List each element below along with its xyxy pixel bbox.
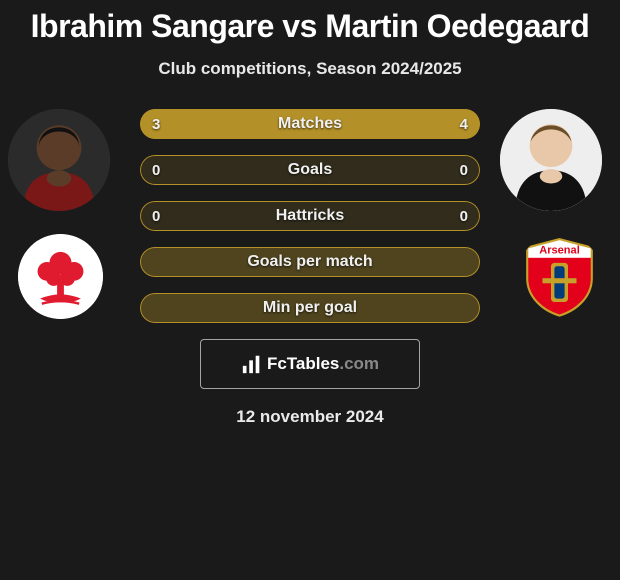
site-logo-suffix: .com <box>339 354 379 373</box>
stat-row: Goals per match <box>140 247 480 277</box>
comparison-date: 12 november 2024 <box>0 407 620 427</box>
stat-label: Hattricks <box>140 201 480 231</box>
stat-label: Goals <box>140 155 480 185</box>
club-right-badge: Arsenal <box>517 234 602 319</box>
stat-row: 00Goals <box>140 155 480 185</box>
stat-bars: 34Matches 00Goals 00Hattricks Goals per mat… <box>140 109 480 339</box>
bar-chart-icon <box>241 353 263 375</box>
stat-row: Min per goal <box>140 293 480 323</box>
person-icon <box>8 109 110 211</box>
comparison-subtitle: Club competitions, Season 2024/2025 <box>0 59 620 79</box>
site-logo-name: FcTables <box>267 354 339 373</box>
arsenal-icon: Arsenal <box>517 234 602 319</box>
svg-text:Arsenal: Arsenal <box>539 245 580 257</box>
player-right-avatar <box>500 109 602 211</box>
site-logo-text: FcTables.com <box>267 354 379 374</box>
nottingham-forest-icon <box>18 234 103 319</box>
site-logo-box: FcTables.com <box>200 339 420 389</box>
stat-label: Goals per match <box>140 247 480 277</box>
stat-label: Matches <box>140 109 480 139</box>
stat-row: 34Matches <box>140 109 480 139</box>
player-left-avatar <box>8 109 110 211</box>
stat-label: Min per goal <box>140 293 480 323</box>
stat-row: 00Hattricks <box>140 201 480 231</box>
comparison-title: Ibrahim Sangare vs Martin Oedegaard <box>0 8 620 45</box>
club-left-badge <box>18 234 103 319</box>
comparison-card: Ibrahim Sangare vs Martin Oedegaard Club… <box>0 0 620 580</box>
person-icon <box>500 109 602 211</box>
